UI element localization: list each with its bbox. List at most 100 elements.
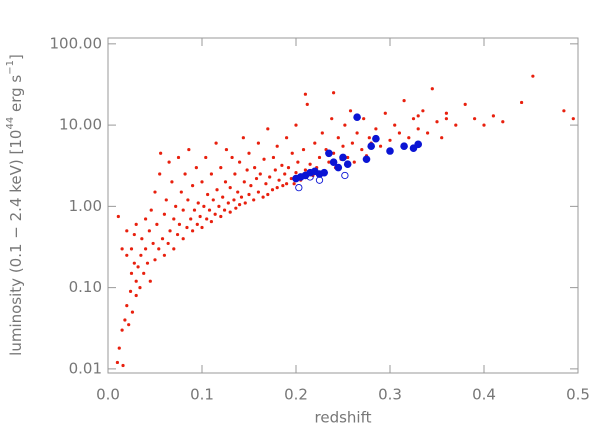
data-point <box>374 127 378 131</box>
data-point <box>132 232 136 237</box>
data-point <box>348 109 353 113</box>
data-point <box>271 155 276 160</box>
data-point <box>421 109 425 113</box>
data-point <box>296 160 300 164</box>
data-point <box>125 253 129 257</box>
data-point <box>172 217 176 221</box>
y-tick-label: 0.01 <box>69 359 102 377</box>
data-point <box>294 171 298 175</box>
data-point <box>329 158 338 166</box>
data-point <box>305 102 309 106</box>
data-point <box>213 212 217 216</box>
data-point <box>386 147 394 155</box>
data-point <box>416 127 420 131</box>
data-point <box>280 163 284 167</box>
data-point <box>303 168 307 172</box>
data-point <box>520 100 524 105</box>
data-point <box>149 208 153 212</box>
data-point <box>142 271 146 275</box>
data-point <box>491 114 495 118</box>
data-point <box>151 241 155 246</box>
data-point <box>430 87 434 91</box>
data-point <box>332 151 336 155</box>
data-point <box>215 188 219 192</box>
y-tick-label: 10.00 <box>59 116 102 134</box>
data-point <box>191 184 195 188</box>
data-point <box>501 120 505 124</box>
data-point <box>444 117 448 121</box>
data-point <box>454 123 458 127</box>
data-point <box>228 186 232 190</box>
y-tick-label: 1.00 <box>69 197 102 215</box>
data-point <box>125 229 129 233</box>
data-point <box>355 131 359 135</box>
data-point <box>238 203 242 207</box>
data-point <box>228 210 232 214</box>
data-point <box>170 180 174 184</box>
data-point <box>283 172 287 176</box>
data-point <box>238 160 242 164</box>
data-point <box>115 360 119 365</box>
x-tick-label: 0.0 <box>96 386 120 404</box>
data-point <box>473 117 477 121</box>
data-point <box>211 198 215 202</box>
data-point <box>353 113 361 122</box>
data-point <box>224 147 229 152</box>
data-point <box>411 117 416 121</box>
data-point <box>221 195 225 199</box>
data-point <box>236 190 240 194</box>
data-point <box>327 160 331 164</box>
data-point <box>341 171 349 180</box>
data-point <box>205 217 209 221</box>
data-point <box>162 253 166 257</box>
data-point <box>117 346 121 350</box>
data-point <box>320 131 324 135</box>
data-point <box>301 147 306 152</box>
data-point <box>242 180 246 184</box>
data-point <box>393 123 397 127</box>
data-point <box>200 180 204 184</box>
data-point <box>266 192 270 197</box>
data-point <box>172 247 176 251</box>
data-point <box>367 136 371 140</box>
data-point <box>204 155 208 160</box>
data-point <box>290 151 294 155</box>
y-axis-label: luminosity (0.1 − 2.4 keV) [1044 erg s−1… <box>5 54 25 356</box>
data-point <box>129 271 134 275</box>
data-point <box>402 99 406 103</box>
data-point <box>315 176 324 184</box>
data-point <box>181 237 185 241</box>
data-point <box>166 241 170 246</box>
data-point <box>234 206 238 210</box>
data-point <box>362 117 366 121</box>
data-point <box>198 214 202 219</box>
data-point <box>339 153 347 162</box>
data-point <box>136 265 140 269</box>
data-point <box>200 225 204 230</box>
data-point <box>191 229 195 233</box>
data-point <box>407 136 411 140</box>
data-point <box>140 237 144 241</box>
data-point <box>139 253 143 257</box>
data-point <box>360 147 364 152</box>
data-point <box>388 138 392 142</box>
data-point <box>253 165 257 170</box>
x-tick-label: 0.1 <box>190 386 214 404</box>
data-point <box>144 217 148 221</box>
data-point <box>128 289 133 293</box>
data-point <box>292 182 296 186</box>
x-tick-label: 0.3 <box>378 386 402 404</box>
data-point <box>177 222 182 226</box>
data-point <box>270 188 275 192</box>
data-point <box>153 258 157 262</box>
data-point <box>189 217 193 221</box>
data-point <box>306 173 314 181</box>
data-point <box>160 237 165 241</box>
data-point <box>325 149 333 158</box>
data-point <box>294 123 298 127</box>
data-point <box>120 247 124 251</box>
y-label-text: erg s <box>7 75 25 117</box>
data-point <box>168 229 172 233</box>
data-point <box>219 165 223 170</box>
